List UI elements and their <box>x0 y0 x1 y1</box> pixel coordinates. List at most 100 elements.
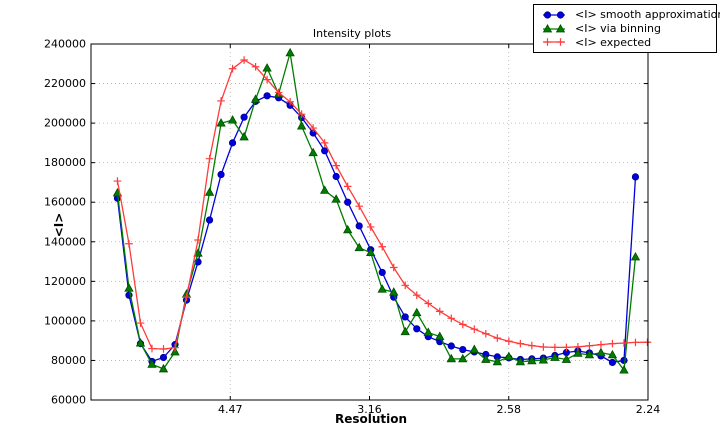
triangle-marker <box>124 283 134 292</box>
legend-item: <I> smooth approximation <box>541 8 720 22</box>
plus-marker <box>274 88 283 97</box>
plus-marker <box>159 345 168 353</box>
circle-marker <box>159 353 168 362</box>
data-series <box>112 47 652 374</box>
triangle-marker <box>515 356 526 366</box>
plus-marker <box>585 342 594 350</box>
plus-marker <box>401 281 410 290</box>
plus-marker <box>297 110 306 119</box>
plus-marker <box>620 339 628 347</box>
plus-marker <box>424 299 433 308</box>
x-tick-label: 2.24 <box>636 403 661 416</box>
plus-marker <box>493 334 502 342</box>
triangle-marker <box>446 353 456 363</box>
triangle-marker <box>607 349 618 359</box>
plus-marker <box>320 139 329 147</box>
triangle-marker <box>435 331 445 340</box>
y-tick-label: 80000 <box>51 354 86 367</box>
triangle-marker <box>262 63 272 72</box>
circle-marker <box>620 356 628 365</box>
legend: <I> smooth approximation <I> via binning <… <box>533 4 720 53</box>
legend-item: <I> via binning <box>541 22 712 36</box>
triangle-marker <box>354 242 364 252</box>
plus-marker <box>228 64 237 73</box>
triangle-marker <box>158 363 169 373</box>
plus-marker <box>309 124 317 132</box>
triangle-marker <box>469 344 479 353</box>
legend-label: <I> via binning <box>575 22 661 35</box>
triangle-marker <box>135 338 146 347</box>
plus-marker <box>482 329 490 338</box>
plus-marker <box>378 242 387 251</box>
series-smooth <box>113 92 640 367</box>
circle-marker <box>321 147 329 155</box>
circle-marker <box>205 216 214 224</box>
triangle-marker <box>296 121 307 130</box>
triangle-marker <box>331 194 341 203</box>
plus-marker <box>205 154 214 163</box>
y-tick-label: 100000 <box>44 314 86 327</box>
circle-marker <box>447 342 455 350</box>
plus-marker <box>136 319 145 327</box>
plus-marker <box>458 320 467 329</box>
plus-marker <box>516 339 525 348</box>
plus-marker <box>631 338 640 347</box>
x-axis-label: Resolution <box>335 412 407 426</box>
triangle-marker <box>527 355 537 365</box>
triangle-marker <box>389 287 399 296</box>
triangle-marker <box>239 131 249 141</box>
circle-marker <box>355 222 363 230</box>
plus-marker <box>551 343 559 352</box>
triangle-marker <box>619 365 629 374</box>
tick-marks <box>91 43 649 401</box>
plus-marker <box>470 325 479 333</box>
y-tick-label: 220000 <box>44 77 86 90</box>
plus-marker <box>543 38 552 46</box>
tick-labels: 60000 80000 100000 120000 140000 160000 180000… <box>44 38 660 417</box>
triangle-marker <box>308 147 318 157</box>
plus-marker <box>240 56 248 64</box>
plus-marker <box>643 338 652 347</box>
plus-marker <box>539 343 548 351</box>
triangle-marker <box>550 352 560 361</box>
legend-circle-icon <box>543 11 565 19</box>
plus-marker <box>182 293 191 301</box>
legend-label: <I> expected <box>575 35 652 49</box>
circle-marker <box>344 198 352 206</box>
triangle-marker <box>227 115 238 124</box>
plus-marker <box>355 202 363 210</box>
triangle-marker <box>285 47 295 57</box>
y-tick-label: 160000 <box>44 196 86 209</box>
series-binning <box>112 47 641 374</box>
x-tick-label: 4.47 <box>218 403 243 416</box>
triangle-marker <box>561 354 572 363</box>
circle-marker <box>543 11 552 19</box>
circle-marker <box>401 313 409 321</box>
triangle-marker <box>366 247 376 257</box>
circle-marker <box>608 358 617 367</box>
triangle-marker <box>458 353 468 363</box>
triangle-marker <box>542 23 553 32</box>
y-tick-label: 120000 <box>44 275 86 288</box>
triangle-marker <box>250 94 261 103</box>
plus-marker <box>263 75 271 84</box>
y-axis-label: <I> <box>52 213 66 238</box>
plus-marker <box>447 314 456 323</box>
series-line <box>116 95 637 364</box>
y-tick-label: 180000 <box>44 156 86 169</box>
plus-marker <box>412 291 421 299</box>
triangle-marker <box>492 356 503 366</box>
plus-marker <box>332 161 340 170</box>
plus-marker <box>251 62 260 71</box>
triangle-marker <box>377 284 387 293</box>
plus-marker <box>505 337 513 346</box>
series-line <box>116 59 648 350</box>
series-line <box>116 52 637 372</box>
plus-marker <box>574 342 582 351</box>
triangle-marker <box>538 355 549 364</box>
circle-marker <box>217 170 225 179</box>
circle-marker <box>228 139 237 147</box>
plus-marker <box>528 341 536 350</box>
triangle-marker <box>423 327 433 336</box>
triangle-marker <box>630 251 641 261</box>
